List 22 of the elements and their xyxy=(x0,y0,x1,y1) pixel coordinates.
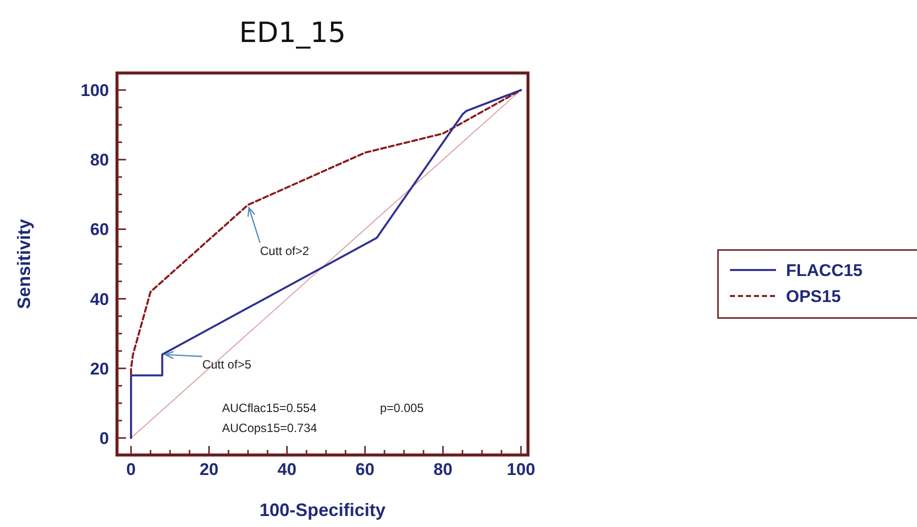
y-tick-label: 80 xyxy=(90,150,109,170)
x-tick-label: 40 xyxy=(278,460,296,479)
x-tick-label: 0 xyxy=(126,460,136,479)
annotation: AUCflac15=0.554 xyxy=(222,401,317,415)
chart-title: ED1_15 xyxy=(239,16,346,49)
x-tick-label: 20 xyxy=(200,460,218,479)
annotation: AUCops15=0.734 xyxy=(222,421,318,435)
x-tick-label: 100 xyxy=(506,460,536,479)
y-tick-label: 100 xyxy=(80,81,109,100)
x-tick-label: 60 xyxy=(356,460,374,479)
annotation: Cutt of>5 xyxy=(202,357,252,372)
y-axis-title: Sensitivity xyxy=(14,218,34,310)
legend-label: OPS15 xyxy=(786,287,841,306)
annotation: Cutt of>2 xyxy=(260,244,310,258)
y-tick-label: 20 xyxy=(90,359,109,378)
x-axis-title: 100-Specificity xyxy=(259,500,386,520)
annotation: p=0.005 xyxy=(380,401,424,415)
y-tick-label: 0 xyxy=(100,428,109,448)
y-tick-label: 60 xyxy=(90,220,109,240)
legend-label: FLACC15 xyxy=(786,261,863,280)
y-tick-label: 40 xyxy=(90,290,109,309)
x-tick-label: 80 xyxy=(434,460,452,479)
